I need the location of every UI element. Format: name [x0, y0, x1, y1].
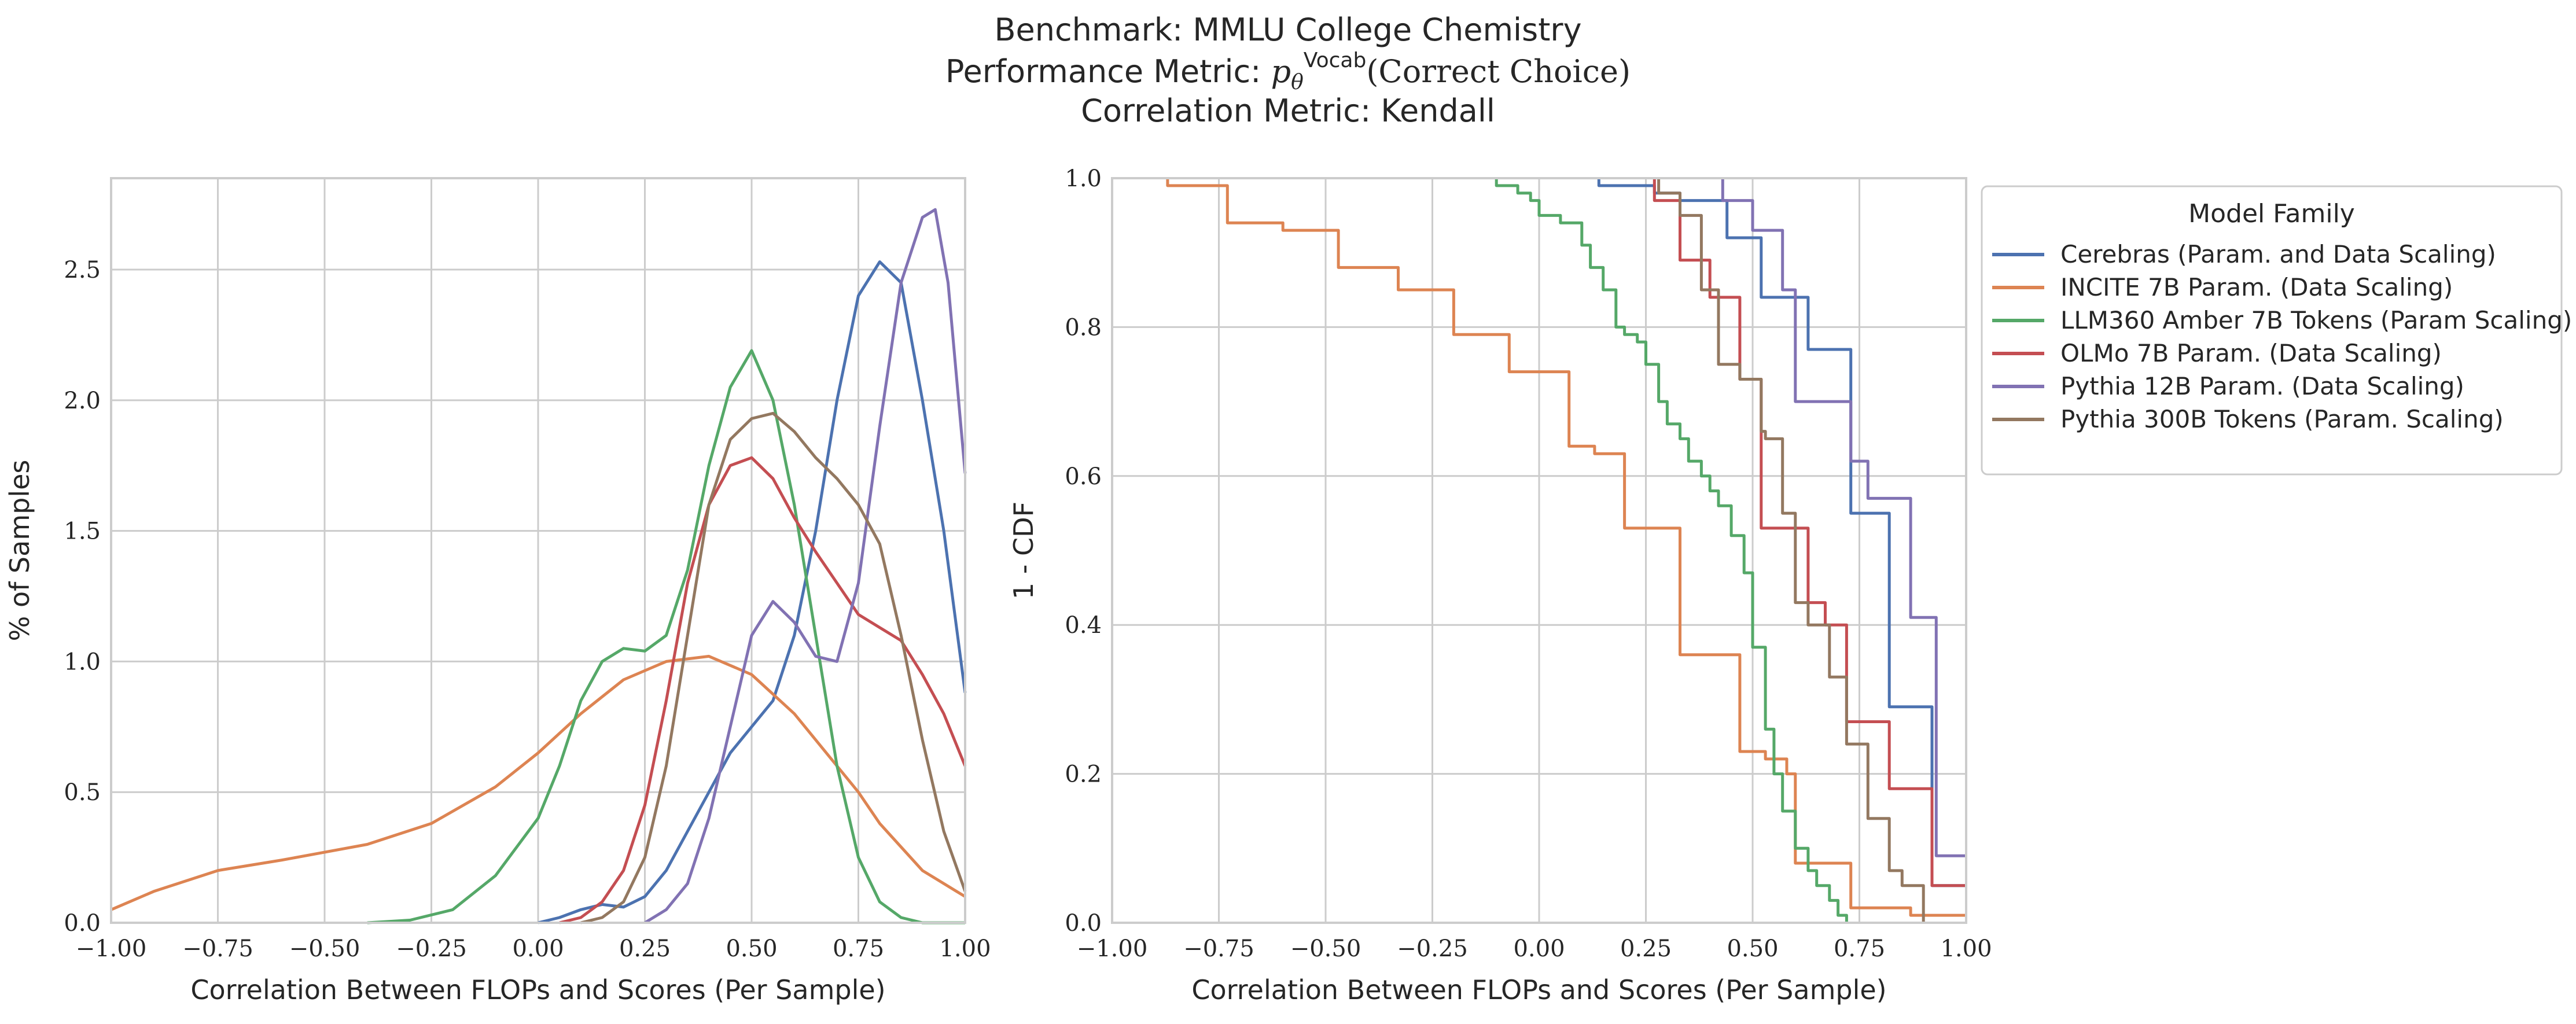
x-tick-label: 0.25 — [619, 935, 671, 962]
legend-box — [1981, 185, 2563, 476]
x-tick-label: 0.00 — [1513, 935, 1565, 962]
legend-entry-incite-7b-param-data-scaling: INCITE 7B Param. (Data Scaling) — [1992, 273, 2453, 301]
series-pythia-12b-param-data-scaling — [1721, 178, 1966, 857]
x-tick-label: 1.00 — [939, 935, 991, 962]
series-pythia-300b-tokens-param-scaling — [1657, 178, 1925, 923]
series-incite-7b-param-data-scaling — [1166, 178, 1966, 917]
title-line-2: Performance Metric: pθVocab(Correct Choi… — [945, 49, 1631, 94]
series-incite-7b-param-data-scaling — [111, 654, 966, 911]
x-tick-label: 0.75 — [1834, 935, 1885, 962]
title-line-2-prefix: Performance Metric: — [945, 53, 1271, 90]
y-tick-label: 0.0 — [1065, 910, 1102, 937]
x-tick-label: 1.00 — [1940, 935, 1992, 962]
legend-label: INCITE 7B Param. (Data Scaling) — [2060, 273, 2453, 301]
kde-panel: −1.00 −0.75 −0.50 −0.25 0.00 0.25 0.50 0.75 1.00… — [4, 177, 991, 1005]
y-tick-label: 2.0 — [64, 388, 101, 414]
legend-entry-cerebras-param-and-data-scaling: Cerebras (Param. and Data Scaling) — [1992, 240, 2496, 268]
title-p-symbol: p — [1271, 53, 1291, 90]
y-tick-label: 2.5 — [64, 257, 101, 283]
title-line-2-suffix: (Correct Choice) — [1366, 53, 1631, 90]
x-tick-label: −1.00 — [1077, 935, 1148, 962]
y-tick-label: 1.0 — [64, 649, 101, 675]
y-tick-label: 0.5 — [64, 779, 101, 806]
x-tick-label: 0.00 — [512, 935, 564, 962]
legend-entry-pythia-300b-tokens-param-scaling: Pythia 300B Tokens (Param. Scaling) — [1992, 405, 2504, 433]
series-cerebras-param-and-data-scaling — [538, 260, 967, 924]
x-tick-label: −0.50 — [1290, 935, 1361, 962]
series-llm360-amber-7b-tokens-param-scaling — [367, 349, 965, 924]
title-superscript: Vocab — [1304, 49, 1367, 72]
y-tick-label: 1.0 — [1065, 165, 1102, 192]
legend-entry-pythia-12b-param-data-scaling: Pythia 12B Param. (Data Scaling) — [1992, 372, 2464, 400]
legend-label: LLM360 Amber 7B Tokens (Param Scaling) — [2060, 306, 2572, 334]
y-tick-label: 1.5 — [64, 518, 101, 545]
y-tick-label: 0.2 — [1065, 761, 1102, 788]
x-tick-label: 0.50 — [726, 935, 777, 962]
x-tick-label: 0.25 — [1620, 935, 1672, 962]
y-tick-label: 0.8 — [1065, 314, 1102, 341]
figure-title: Benchmark: MMLU College Chemistry Perfor… — [945, 12, 1631, 129]
axes-frame — [110, 177, 966, 924]
x-tick-label: −0.25 — [396, 935, 467, 962]
series-olmo-7b-param-data-scaling — [559, 456, 967, 924]
x-tick-label: 0.50 — [1727, 935, 1778, 962]
title-line-1: Benchmark: MMLU College Chemistry — [994, 12, 1581, 48]
legend: Model Family Cerebras (Param. and Data Sc… — [1981, 185, 2572, 476]
x-tick-label: −0.25 — [1397, 935, 1468, 962]
y-tick-label: 0.4 — [1065, 612, 1102, 639]
x-tick-label: −0.50 — [289, 935, 360, 962]
legend-entry-olmo-7b-param-data-scaling: OLMo 7B Param. (Data Scaling) — [1992, 339, 2442, 367]
x-tick-label: −1.00 — [76, 935, 147, 962]
legend-title: Model Family — [2188, 199, 2355, 229]
legend-label: Pythia 300B Tokens (Param. Scaling) — [2060, 405, 2504, 433]
legend-label: OLMo 7B Param. (Data Scaling) — [2060, 339, 2442, 367]
title-line-3: Correlation Metric: Kendall — [1081, 93, 1495, 129]
y-tick-label: 0.0 — [64, 910, 101, 937]
x-tick-label: −0.75 — [1183, 935, 1254, 962]
x-tick-label: −0.75 — [182, 935, 253, 962]
legend-label: Cerebras (Param. and Data Scaling) — [2060, 240, 2496, 268]
series-pythia-12b-param-data-scaling — [644, 208, 967, 924]
title-subscript: θ — [1291, 71, 1304, 94]
y-axis-label: % of Samples — [4, 460, 35, 642]
x-axis-label: Correlation Between FLOPs and Scores (Pe… — [190, 974, 885, 1005]
survival-panel: −1.00 −0.75 −0.50 −0.25 0.00 0.25 0.50 0.75 1.00… — [1008, 165, 1992, 1005]
y-axis-label: 1 - CDF — [1008, 502, 1039, 599]
axes-frame — [1111, 177, 1967, 924]
series-llm360-amber-7b-tokens-param-scaling — [1495, 178, 1848, 923]
legend-label: Pythia 12B Param. (Data Scaling) — [2060, 372, 2464, 400]
x-tick-label: 0.75 — [833, 935, 884, 962]
series-olmo-7b-param-data-scaling — [1653, 178, 1966, 887]
series-pythia-300b-tokens-param-scaling — [580, 411, 967, 924]
y-tick-label: 0.6 — [1065, 463, 1102, 490]
legend-entry-llm360-amber-7b-tokens-param-scaling: LLM360 Amber 7B Tokens (Param Scaling) — [1992, 306, 2572, 334]
x-axis-label: Correlation Between FLOPs and Scores (Pe… — [1191, 974, 1886, 1005]
